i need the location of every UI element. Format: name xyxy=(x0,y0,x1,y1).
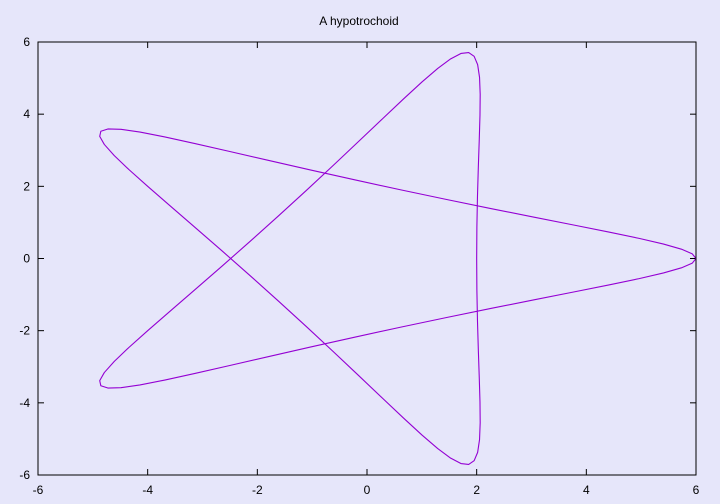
y-tick-label: 2 xyxy=(23,179,30,193)
x-tick-label: -4 xyxy=(142,483,153,497)
x-tick-label: 0 xyxy=(364,483,371,497)
y-tick-label: -4 xyxy=(19,396,30,410)
plot-background xyxy=(38,42,696,475)
x-tick-label: -6 xyxy=(33,483,44,497)
plot-frame xyxy=(37,41,697,476)
x-tick-label: 2 xyxy=(473,483,480,497)
y-tick-label: -2 xyxy=(19,324,30,338)
x-tick-label: -2 xyxy=(252,483,263,497)
x-tick-label: 4 xyxy=(583,483,590,497)
x-tick-label: 6 xyxy=(693,483,700,497)
chart-title: A hypotrochoid xyxy=(319,14,398,28)
y-tick-label: 6 xyxy=(23,35,30,49)
y-tick-label: -6 xyxy=(19,468,30,482)
y-tick-label: 4 xyxy=(23,107,30,121)
tick-labels: -6 -4 -2 0 2 4 6 -6 -4 -2 0 2 4 6 xyxy=(19,35,699,497)
series-line xyxy=(99,52,697,465)
y-tick-label: 0 xyxy=(23,252,30,266)
